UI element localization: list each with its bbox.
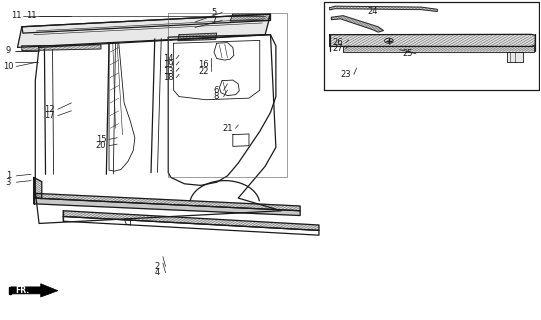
Text: 20: 20 <box>96 141 106 150</box>
Text: 22: 22 <box>198 67 208 76</box>
Text: 24: 24 <box>367 7 378 16</box>
Text: 21: 21 <box>222 124 233 133</box>
Text: 23: 23 <box>340 70 351 79</box>
Text: 3: 3 <box>6 178 11 187</box>
Text: 6: 6 <box>213 86 218 95</box>
Text: FR.: FR. <box>15 286 29 295</box>
Polygon shape <box>331 16 384 32</box>
Polygon shape <box>17 14 270 47</box>
Text: 26: 26 <box>333 38 343 47</box>
Text: 16: 16 <box>198 60 208 69</box>
Text: 2: 2 <box>155 262 160 271</box>
Text: 19: 19 <box>163 60 174 69</box>
Polygon shape <box>343 46 534 52</box>
Polygon shape <box>9 287 11 294</box>
Text: 12: 12 <box>44 105 55 114</box>
Text: 27: 27 <box>333 44 343 53</box>
Text: 15: 15 <box>96 135 106 144</box>
Polygon shape <box>34 193 300 211</box>
Text: 10: 10 <box>3 62 14 71</box>
Text: 11: 11 <box>11 11 22 20</box>
Polygon shape <box>11 284 58 297</box>
Polygon shape <box>63 211 319 230</box>
Text: 11: 11 <box>26 11 36 20</box>
Polygon shape <box>329 34 535 46</box>
Text: 18: 18 <box>163 73 174 82</box>
Polygon shape <box>329 6 437 12</box>
Text: 13: 13 <box>163 67 174 76</box>
Text: 17: 17 <box>44 111 55 120</box>
Polygon shape <box>34 178 42 199</box>
Text: 14: 14 <box>163 54 174 63</box>
Polygon shape <box>22 45 101 51</box>
Polygon shape <box>178 33 217 41</box>
Text: 8: 8 <box>213 92 218 101</box>
Polygon shape <box>34 198 300 215</box>
Text: 9: 9 <box>6 46 11 55</box>
Text: 25: 25 <box>403 49 413 58</box>
Polygon shape <box>230 14 270 21</box>
Text: 1: 1 <box>6 172 11 180</box>
Text: 7: 7 <box>212 16 217 25</box>
Polygon shape <box>22 14 270 33</box>
Polygon shape <box>507 52 524 62</box>
Text: 5: 5 <box>212 8 216 17</box>
Text: 4: 4 <box>155 268 160 277</box>
